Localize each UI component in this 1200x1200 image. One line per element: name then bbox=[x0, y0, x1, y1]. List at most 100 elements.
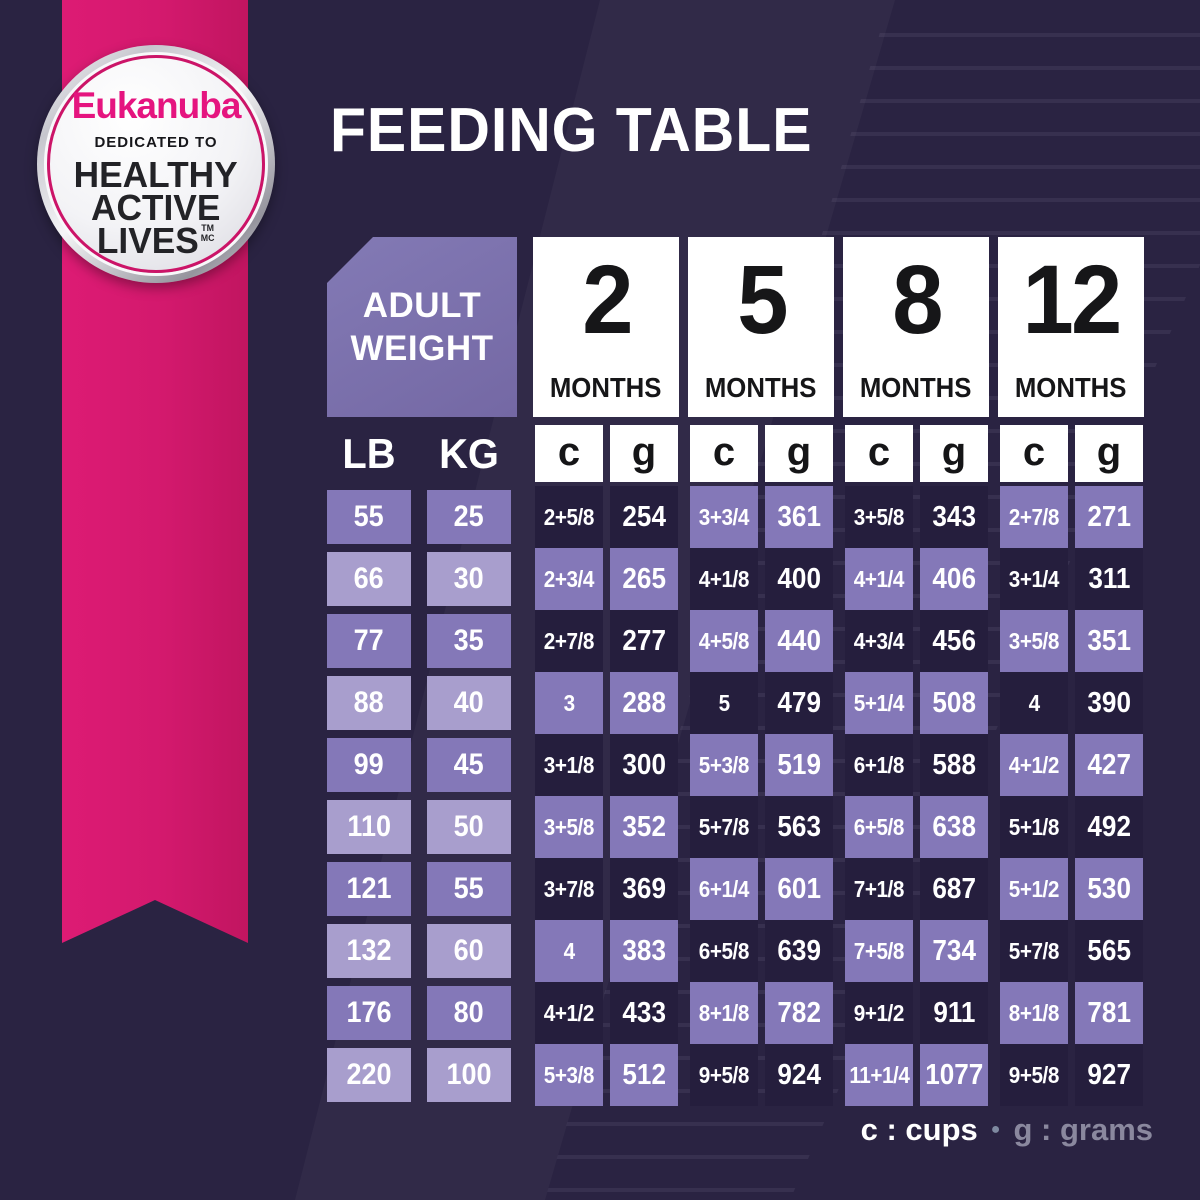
grams-value: 277 bbox=[622, 624, 666, 657]
cups-5-months-cell: 3+3/4 bbox=[690, 486, 758, 548]
weight-kg-cell: 25 bbox=[427, 490, 511, 544]
grams-12-months-cell: 427 bbox=[1075, 734, 1143, 796]
weight-lb-cell: 132 bbox=[327, 924, 411, 978]
cups-12-months-cell: 8+1/8 bbox=[1000, 982, 1068, 1044]
cups-2-months-cell: 4 bbox=[535, 920, 603, 982]
grams-value: 288 bbox=[622, 686, 666, 719]
grams-value: 519 bbox=[777, 748, 821, 781]
feeding-table: ADULT WEIGHT 2 MONTHS 5 MONTHS 8 MONTHS … bbox=[327, 237, 1152, 1106]
grams-5-months-cell: 440 bbox=[765, 610, 833, 672]
cups-value: 9+5/8 bbox=[698, 1061, 750, 1088]
grams-value: 687 bbox=[932, 872, 976, 905]
grams-2-months-cell: 277 bbox=[610, 610, 678, 672]
grams-value: 782 bbox=[777, 996, 821, 1029]
grams-12-months-cell: 311 bbox=[1075, 548, 1143, 610]
grams-12-months-cell: 492 bbox=[1075, 796, 1143, 858]
weight-kg-cell: 60 bbox=[427, 924, 511, 978]
grams-value: 492 bbox=[1087, 810, 1131, 843]
weight-kg-value: 60 bbox=[453, 934, 485, 967]
month-headers: 2 MONTHS 5 MONTHS 8 MONTHS 12 MONTHS bbox=[533, 237, 1144, 417]
cups-value: 5+7/8 bbox=[1008, 937, 1060, 964]
table-row: 55 25 2+5/8 254 3+3/4 361 3+5/8 343 2+7/… bbox=[327, 486, 1152, 548]
cups-value: 4+3/4 bbox=[853, 627, 905, 654]
grams-value: 265 bbox=[622, 562, 666, 595]
cups-value: 2+7/8 bbox=[1008, 503, 1060, 530]
weight-lb-value: 55 bbox=[353, 500, 385, 533]
weight-lb-cell: 66 bbox=[327, 552, 411, 606]
cups-value: 8+1/8 bbox=[698, 999, 750, 1026]
month-label: MONTHS bbox=[1015, 372, 1127, 403]
cups-2-months-cell: 3+1/8 bbox=[535, 734, 603, 796]
cups-value: 6+1/4 bbox=[698, 875, 750, 902]
units-legend: c : cups ● g : grams bbox=[861, 1112, 1153, 1148]
weight-lb-value: 132 bbox=[346, 934, 392, 967]
cups-value: 8+1/8 bbox=[1008, 999, 1060, 1026]
grams-value: 400 bbox=[777, 562, 821, 595]
grams-value: 433 bbox=[622, 996, 666, 1029]
grams-5-months-cell: 563 bbox=[765, 796, 833, 858]
grams-value: 361 bbox=[777, 500, 821, 533]
cups-8-months-cell: 9+1/2 bbox=[845, 982, 913, 1044]
grams-value: 530 bbox=[1087, 872, 1131, 905]
grams-8-months-cell: 588 bbox=[920, 734, 988, 796]
grams-value: 456 bbox=[932, 624, 976, 657]
weight-lb-cell: 121 bbox=[327, 862, 411, 916]
grams-2-months-cell: 383 bbox=[610, 920, 678, 982]
table-body: 55 25 2+5/8 254 3+3/4 361 3+5/8 343 2+7/… bbox=[327, 486, 1152, 1106]
cups-value: 5+1/4 bbox=[853, 689, 905, 716]
cup-gram-header-pair: c g bbox=[535, 425, 690, 482]
weight-lb-value: 110 bbox=[347, 810, 391, 843]
cups-8-months-cell: 7+5/8 bbox=[845, 920, 913, 982]
brand-badge: Eukanuba DEDICATED TO HEALTHY ACTIVE LIV… bbox=[37, 45, 275, 283]
cups-8-months-cell: 6+5/8 bbox=[845, 796, 913, 858]
grams-column-header: g bbox=[920, 425, 988, 482]
cups-5-months-cell: 5+3/8 bbox=[690, 734, 758, 796]
cups-2-months-cell: 5+3/8 bbox=[535, 1044, 603, 1106]
weight-lb-cell: 220 bbox=[327, 1048, 411, 1102]
weight-kg-value: 30 bbox=[453, 562, 485, 595]
cups-value: 5+3/8 bbox=[543, 1061, 595, 1088]
cups-2-months-cell: 3+7/8 bbox=[535, 858, 603, 920]
grams-12-months-cell: 530 bbox=[1075, 858, 1143, 920]
trademark-mark: TM MC bbox=[201, 223, 215, 244]
weight-lb-cell: 176 bbox=[327, 986, 411, 1040]
table-row: 66 30 2+3/4 265 4+1/8 400 4+1/4 406 3+1/… bbox=[327, 548, 1152, 610]
weight-lb-cell: 88 bbox=[327, 676, 411, 730]
table-row: 99 45 3+1/8 300 5+3/8 519 6+1/8 588 4+1/… bbox=[327, 734, 1152, 796]
table-header-row: ADULT WEIGHT 2 MONTHS 5 MONTHS 8 MONTHS … bbox=[327, 237, 1152, 417]
cups-5-months-cell: 6+1/4 bbox=[690, 858, 758, 920]
cups-2-months-cell: 2+3/4 bbox=[535, 548, 603, 610]
cups-column-header: c bbox=[690, 425, 758, 482]
cups-2-months-cell: 3+5/8 bbox=[535, 796, 603, 858]
cups-value: 4+1/2 bbox=[1008, 751, 1060, 778]
grams-2-months-cell: 369 bbox=[610, 858, 678, 920]
weight-kg-cell: 45 bbox=[427, 738, 511, 792]
month-number: 8 bbox=[891, 245, 943, 354]
cups-value: 2+3/4 bbox=[543, 565, 595, 592]
grams-value: 639 bbox=[777, 934, 821, 967]
grams-column-header: g bbox=[765, 425, 833, 482]
table-row: 121 55 3+7/8 369 6+1/4 601 7+1/8 687 5+1… bbox=[327, 858, 1152, 920]
cups-column-header: c bbox=[1000, 425, 1068, 482]
kg-column-header: KG bbox=[439, 430, 499, 477]
mc-label: MC bbox=[201, 233, 215, 244]
weight-lb-cell: 55 bbox=[327, 490, 411, 544]
grams-value: 734 bbox=[932, 934, 976, 967]
grams-5-months-cell: 519 bbox=[765, 734, 833, 796]
weight-lb-value: 121 bbox=[346, 872, 392, 905]
grams-2-months-cell: 288 bbox=[610, 672, 678, 734]
weight-kg-value: 40 bbox=[453, 686, 485, 719]
weight-kg-value: 25 bbox=[453, 500, 485, 533]
badge-content: Eukanuba DEDICATED TO HEALTHY ACTIVE LIV… bbox=[37, 45, 275, 283]
grams-value: 911 bbox=[932, 996, 976, 1029]
cups-12-months-cell: 3+1/4 bbox=[1000, 548, 1068, 610]
cups-5-months-cell: 9+5/8 bbox=[690, 1044, 758, 1106]
weight-kg-value: 50 bbox=[453, 810, 485, 843]
grams-column-header: g bbox=[1075, 425, 1143, 482]
month-label: MONTHS bbox=[550, 372, 662, 403]
grams-8-months-cell: 638 bbox=[920, 796, 988, 858]
cups-8-months-cell: 4+3/4 bbox=[845, 610, 913, 672]
cups-5-months-cell: 8+1/8 bbox=[690, 982, 758, 1044]
weight-kg-cell: 50 bbox=[427, 800, 511, 854]
